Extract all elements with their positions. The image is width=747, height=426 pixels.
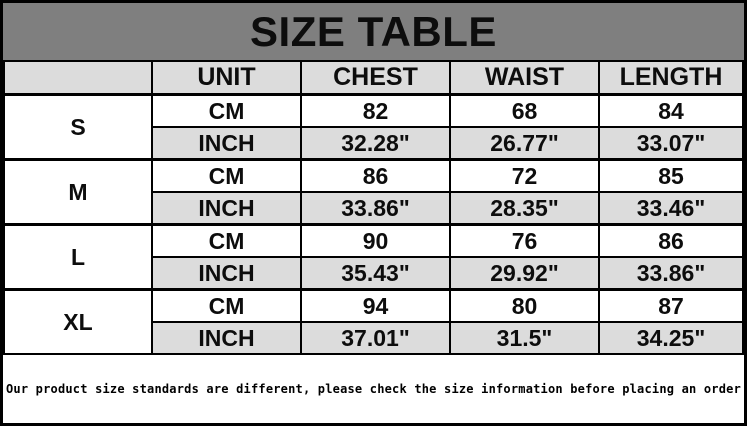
cell-xl-inch-length: 34.25" <box>598 321 744 355</box>
cell-m-cm-length: 85 <box>598 158 744 193</box>
size-label-m: M <box>3 158 153 226</box>
column-header-unit: UNIT <box>151 60 302 96</box>
header-row: UNIT CHEST WAIST LENGTH <box>3 60 744 96</box>
row-xl-cm: XL CM 94 80 87 <box>3 288 744 355</box>
cell-s-inch-unit: INCH <box>151 126 302 161</box>
cell-xl-inch-waist: 31.5" <box>449 321 600 355</box>
cell-xl-cm-length: 87 <box>598 288 744 323</box>
row-l-cm: L CM 90 76 86 <box>3 223 744 291</box>
cell-s-inch-waist: 26.77" <box>449 126 600 161</box>
cell-l-inch-unit: INCH <box>151 256 302 291</box>
size-label-s: S <box>3 93 153 161</box>
cell-m-cm-waist: 72 <box>449 158 600 193</box>
cell-xl-cm-waist: 80 <box>449 288 600 323</box>
column-header-length: LENGTH <box>598 60 744 96</box>
cell-l-inch-waist: 29.92" <box>449 256 600 291</box>
cell-m-inch-unit: INCH <box>151 191 302 226</box>
size-label-xl: XL <box>3 288 153 355</box>
row-m-cm: M CM 86 72 85 <box>3 158 744 226</box>
cell-l-cm-length: 86 <box>598 223 744 258</box>
title-bar: SIZE TABLE <box>3 3 744 60</box>
cell-m-inch-chest: 33.86" <box>300 191 451 226</box>
note-text: Our product size standards are different… <box>5 382 742 396</box>
row-s-inch: INCH 32.28" 26.77" 33.07" <box>4 126 744 161</box>
row-xl-inch: INCH 37.01" 31.5" 34.25" <box>4 321 744 355</box>
cell-l-cm-unit: CM <box>151 223 302 258</box>
cell-s-cm-waist: 68 <box>449 93 600 128</box>
cell-xl-inch-unit: INCH <box>151 321 302 355</box>
row-s-cm: S CM 82 68 84 <box>3 93 744 161</box>
column-header-chest: CHEST <box>300 60 451 96</box>
cell-s-cm-chest: 82 <box>300 93 451 128</box>
row-l-inch: INCH 35.43" 29.92" 33.86" <box>4 256 744 291</box>
row-m-inch: INCH 33.86" 28.35" 33.46" <box>4 191 744 226</box>
note-bar: Our product size standards are different… <box>3 355 744 423</box>
cell-l-cm-waist: 76 <box>449 223 600 258</box>
size-table: UNIT CHEST WAIST LENGTH S CM 82 68 84 IN… <box>3 60 744 355</box>
column-header-waist: WAIST <box>449 60 600 96</box>
cell-s-inch-length: 33.07" <box>598 126 744 161</box>
size-label-l: L <box>3 223 153 291</box>
diagonal-header-cell <box>3 60 153 96</box>
cell-l-inch-chest: 35.43" <box>300 256 451 291</box>
cell-l-cm-chest: 90 <box>300 223 451 258</box>
cell-xl-cm-chest: 94 <box>300 288 451 323</box>
cell-s-cm-unit: CM <box>151 93 302 128</box>
cell-xl-cm-unit: CM <box>151 288 302 323</box>
cell-l-inch-length: 33.86" <box>598 256 744 291</box>
cell-xl-inch-chest: 37.01" <box>300 321 451 355</box>
cell-m-cm-chest: 86 <box>300 158 451 193</box>
page-title: SIZE TABLE <box>250 7 497 55</box>
cell-m-inch-length: 33.46" <box>598 191 744 226</box>
cell-m-inch-waist: 28.35" <box>449 191 600 226</box>
cell-s-cm-length: 84 <box>598 93 744 128</box>
cell-s-inch-chest: 32.28" <box>300 126 451 161</box>
cell-m-cm-unit: CM <box>151 158 302 193</box>
